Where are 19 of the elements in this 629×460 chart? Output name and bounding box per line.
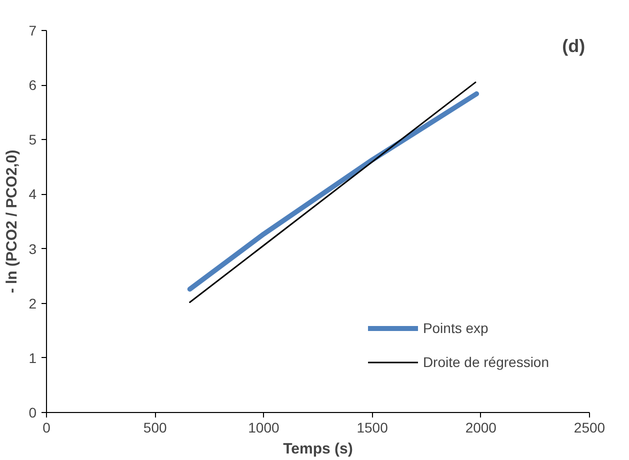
x-tick-label: 2000 <box>465 420 497 436</box>
legend-label: Points exp <box>422 320 488 336</box>
x-tick-label: 500 <box>143 420 167 436</box>
annotation: (d) <box>562 36 586 56</box>
y-tick-label: 3 <box>28 240 37 257</box>
y-tick-label: 1 <box>28 350 37 366</box>
x-axis-title: Temps (s) <box>283 440 353 458</box>
y-tick-label: 5 <box>28 132 37 148</box>
legend-label: Droite de régression <box>422 354 549 370</box>
y-tick-label: 2 <box>28 295 37 312</box>
x-tick-label: 2500 <box>574 420 606 436</box>
y-tick-label: 6 <box>28 77 37 94</box>
y-tick-label: 0 <box>28 404 37 420</box>
y-axis-title: - ln (PCO2 / PCO2,0) <box>4 150 21 294</box>
y-tick-label: 4 <box>28 186 37 202</box>
x-tick-label: 0 <box>42 420 51 436</box>
x-tick-label: 1000 <box>248 420 280 436</box>
y-tick-label: 7 <box>28 22 37 38</box>
x-tick-label: 1500 <box>356 420 388 436</box>
